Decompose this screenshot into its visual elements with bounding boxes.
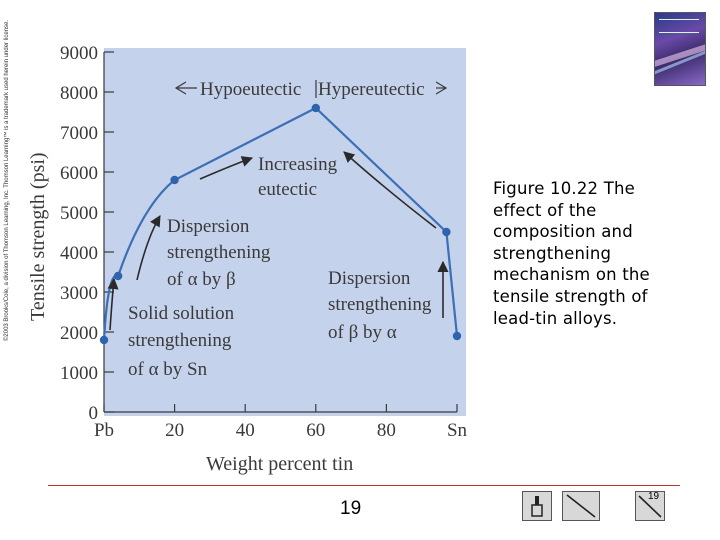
dispersion-beta-line3: of β by α (328, 322, 397, 343)
textbook-cover-image (654, 12, 706, 86)
y-tick-label: 1000 (60, 363, 98, 384)
trend-arrows (107, 151, 449, 331)
y-tick-label: 4000 (60, 243, 98, 264)
y-tick-label: 5000 (60, 203, 98, 224)
diagonal-arrow-icon (566, 494, 596, 518)
data-point (99, 335, 109, 345)
slide-count: 19 (648, 491, 660, 502)
footer-divider (48, 485, 680, 486)
previous-slide-button[interactable] (562, 491, 600, 521)
arrow-dispersion-alpha (136, 215, 161, 281)
y-tick-label: 3000 (60, 283, 98, 304)
hypereutectic-label: Hypereutectic (318, 79, 425, 100)
dispersion-alpha-line1: Dispersion (167, 216, 250, 237)
x-tick-label: 20 (165, 420, 184, 441)
x-axis: Pb 20 40 60 80 Sn (94, 404, 468, 441)
y-tick-label: 8000 (60, 83, 98, 104)
figure-caption: Figure 10.22 The effect of the compositi… (493, 179, 650, 328)
data-point (452, 331, 462, 341)
y-axis: 0 1000 2000 3000 4000 5000 6000 7000 8000 9000 (60, 43, 114, 424)
dispersion-alpha-line2: strengthening (167, 242, 271, 263)
arrow-increasing-eutectic-right (343, 151, 437, 229)
home-button[interactable] (522, 491, 552, 521)
dispersion-beta-line2: strengthening (328, 294, 432, 315)
x-tick-label: Sn (447, 420, 468, 441)
page-number: 19 (340, 498, 362, 519)
solid-solution-line2: strengthening (128, 330, 232, 351)
y-tick-label: 2000 (60, 323, 98, 344)
data-point (113, 271, 123, 281)
data-series (99, 103, 462, 345)
home-icon (531, 496, 543, 517)
x-tick-label: 80 (377, 420, 396, 441)
x-tick-label: 60 (306, 420, 325, 441)
x-axis-label: Weight percent tin (206, 453, 353, 475)
x-tick-label: 40 (236, 420, 255, 441)
x-tick-label: Pb (94, 420, 114, 441)
hypoeutectic-label: Hypoeutectic (200, 79, 301, 100)
dispersion-alpha-line3: of α by β (167, 269, 236, 290)
arrow-increasing-eutectic (199, 156, 254, 180)
arrow-solid-solution (107, 277, 119, 331)
plot-area (104, 48, 466, 416)
solid-solution-line3: of α by Sn (128, 359, 208, 380)
increasing-eutectic-line1: Increasing (258, 154, 338, 175)
data-point (311, 103, 320, 113)
dispersion-beta-line1: Dispersion (328, 268, 411, 289)
data-point (442, 227, 451, 237)
increasing-eutectic-line2: eutectic (258, 179, 317, 200)
y-tick-label: 9000 (60, 43, 98, 64)
solid-solution-line1: Solid solution (128, 303, 235, 324)
y-tick-label: 0 (89, 403, 99, 424)
diagonal-arrow-icon (638, 495, 662, 518)
y-tick-label: 7000 (60, 123, 98, 144)
y-axis-label: Tensile strength (psi) (27, 152, 49, 321)
region-markers (174, 80, 448, 98)
y-tick-label: 6000 (60, 163, 98, 184)
next-slide-button[interactable] (635, 491, 665, 521)
data-point (170, 175, 179, 185)
